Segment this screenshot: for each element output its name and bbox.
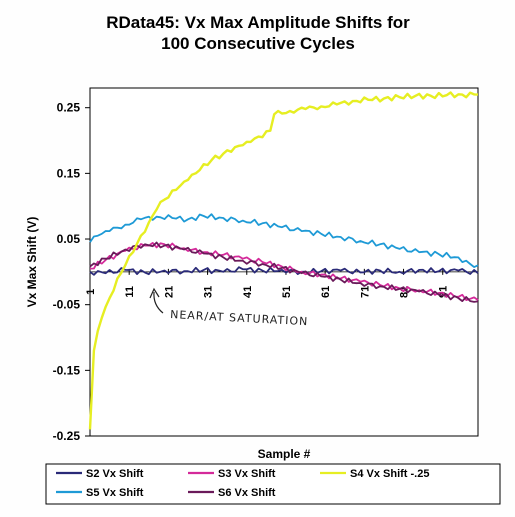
- y-tick-label: -0.25: [53, 429, 81, 443]
- legend-label: S5 Vx Shift: [86, 487, 144, 499]
- x-tick-label: 51: [281, 286, 293, 298]
- x-tick-label: 21: [163, 286, 175, 298]
- y-axis: 0.25 0.15 0.05 -0.05 -0.15 -0.25: [53, 101, 90, 443]
- x-tick-label: 1: [85, 289, 97, 295]
- legend-label: S3 Vx Shift: [218, 468, 276, 480]
- series-line-5: [88, 91, 479, 430]
- y-tick-label: 0.15: [57, 166, 81, 180]
- chart-title-line-1: RData45: Vx Max Amplitude Shifts for: [106, 13, 410, 32]
- y-tick-label: -0.05: [53, 298, 81, 312]
- chart-title-line-2: 100 Consecutive Cycles: [161, 34, 355, 53]
- series-layer: [88, 91, 479, 430]
- legend-label: S2 Vx Shift: [86, 468, 144, 480]
- y-tick-label: 0.05: [57, 232, 81, 246]
- y-tick-label: -0.15: [53, 363, 81, 377]
- legend-box: [45, 463, 501, 505]
- legend-label: S4 Vx Shift -.25: [350, 468, 429, 480]
- x-tick-label: 61: [320, 286, 332, 298]
- annotation-arrow: [149, 287, 164, 314]
- y-axis-label: Vx Max Shift (V): [25, 217, 39, 308]
- series-line-2: [89, 213, 479, 268]
- series-line-1: [89, 266, 479, 276]
- x-tick-label: 11: [124, 286, 136, 298]
- legend-label: S6 Vx Shift: [218, 487, 276, 499]
- x-tick-label: 31: [203, 286, 215, 298]
- y-tick-label: 0.25: [57, 101, 81, 115]
- x-axis-label: Sample #: [258, 447, 311, 461]
- plot-area: [89, 87, 479, 437]
- x-tick-label: 41: [242, 286, 254, 298]
- series-line-4: [89, 241, 479, 303]
- x-tick-label: 71: [359, 286, 371, 298]
- legend: S2 Vx Shift S3 Vx Shift S4 Vx Shift -.25 S5…: [56, 468, 429, 499]
